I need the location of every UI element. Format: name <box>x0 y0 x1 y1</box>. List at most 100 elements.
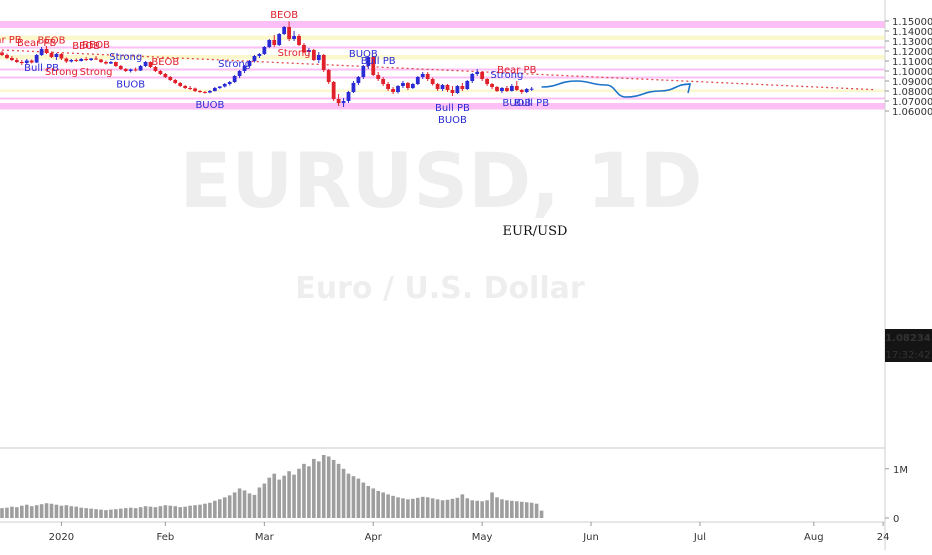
price-tick-label: 1.15000 <box>892 17 932 28</box>
candle <box>168 76 173 81</box>
volume-bar <box>490 492 494 518</box>
volume-bar <box>213 500 217 518</box>
candle-body <box>74 60 79 61</box>
volume-axis: 1M 0 <box>885 465 908 525</box>
signal-label: Strong <box>80 67 113 78</box>
volume-bar <box>376 490 380 518</box>
countdown-box <box>885 346 932 362</box>
candle <box>84 57 89 61</box>
candle <box>89 58 93 61</box>
volume-bar <box>307 466 311 518</box>
price-tick-label: 1.14000 <box>892 27 932 38</box>
volume-bar <box>59 505 64 518</box>
volume-bar <box>222 497 227 518</box>
candle-body <box>514 86 519 90</box>
volume-bar <box>237 488 242 518</box>
price-tick-label: 1.09000 <box>892 77 932 88</box>
signal-label: Bear PB <box>17 38 56 49</box>
volume-bar <box>470 500 475 518</box>
zone-pink <box>0 21 885 28</box>
candle-body <box>208 91 212 93</box>
candle-body <box>64 58 69 62</box>
signal-label: Bear PB <box>0 35 22 46</box>
candle <box>0 51 4 56</box>
candles-layer <box>0 21 534 107</box>
volume-bar <box>515 501 519 518</box>
price-axis[interactable]: 1.060001.070001.080001.090001.100001.110… <box>885 17 932 118</box>
candle-body <box>247 61 252 66</box>
candle <box>307 48 311 56</box>
candle <box>302 43 306 53</box>
volume-bar <box>460 494 465 518</box>
volume-bar <box>396 497 400 518</box>
candle-body <box>133 69 138 71</box>
volume-bar <box>411 498 415 518</box>
signal-label: Strong <box>218 59 251 70</box>
candle <box>450 86 455 96</box>
signal-label: BUOB <box>438 115 467 126</box>
time-tick-label: Mar <box>255 532 275 543</box>
candle-body <box>316 55 321 60</box>
candle-body <box>227 82 232 84</box>
candle-body <box>34 55 39 63</box>
candle <box>222 83 227 88</box>
time-tick-label: Jun <box>582 532 599 543</box>
candle <box>292 31 296 41</box>
volume-bar <box>218 499 222 518</box>
candle <box>524 88 529 93</box>
volume-bar <box>0 508 4 518</box>
candle <box>475 69 480 76</box>
candle <box>227 81 232 86</box>
candle-body <box>361 66 366 77</box>
signal-label: Strong <box>278 48 311 59</box>
candle <box>410 83 415 89</box>
candle-body <box>356 77 361 83</box>
volume-bar <box>183 506 187 518</box>
volume-bar <box>440 500 445 518</box>
candle-body <box>94 58 98 60</box>
volume-bar <box>193 505 197 518</box>
candle-body <box>336 99 341 103</box>
zone-yellow <box>0 55 885 60</box>
candle-body <box>282 27 287 34</box>
candle <box>5 53 9 59</box>
signal-label: BEOB <box>82 40 110 51</box>
time-axis[interactable]: 2020 Feb Mar Apr May Jun Jul Aug 24 <box>49 522 890 543</box>
time-tick-label: 24 <box>877 532 890 543</box>
projection-curve <box>541 80 691 98</box>
volume-bar <box>435 499 440 518</box>
candle <box>316 52 321 63</box>
volume-bar <box>450 498 455 518</box>
volume-bar <box>94 509 98 518</box>
candle <box>430 77 435 86</box>
signal-label: BEOB <box>270 10 298 21</box>
candle-body <box>277 34 282 45</box>
candle <box>109 61 113 64</box>
candle <box>79 58 84 62</box>
candle-body <box>10 58 14 60</box>
volume-bar <box>282 475 286 518</box>
volume-bar <box>257 487 262 518</box>
volume-bar <box>420 496 425 518</box>
candle-body <box>519 90 524 92</box>
candle-body <box>5 55 9 58</box>
volume-bar <box>341 468 346 518</box>
candle-body <box>123 69 128 71</box>
volume-bar <box>119 508 123 518</box>
candle <box>163 73 168 78</box>
descending-trendline <box>1 49 874 91</box>
candle <box>460 83 465 91</box>
candle <box>406 82 410 90</box>
candle-body <box>435 84 440 89</box>
candle-body <box>326 70 331 82</box>
projection-arrowhead <box>680 83 692 94</box>
candle-body <box>113 62 118 66</box>
candle <box>425 72 430 81</box>
volume-bar <box>89 508 93 518</box>
last-price-tag: 1.08234 17:32:42 <box>885 329 932 362</box>
candle-body <box>252 56 257 61</box>
zone-yellow <box>0 35 885 40</box>
volume-bar <box>64 505 69 518</box>
signal-label: Bear PB <box>497 65 536 76</box>
candle-body <box>0 52 4 55</box>
